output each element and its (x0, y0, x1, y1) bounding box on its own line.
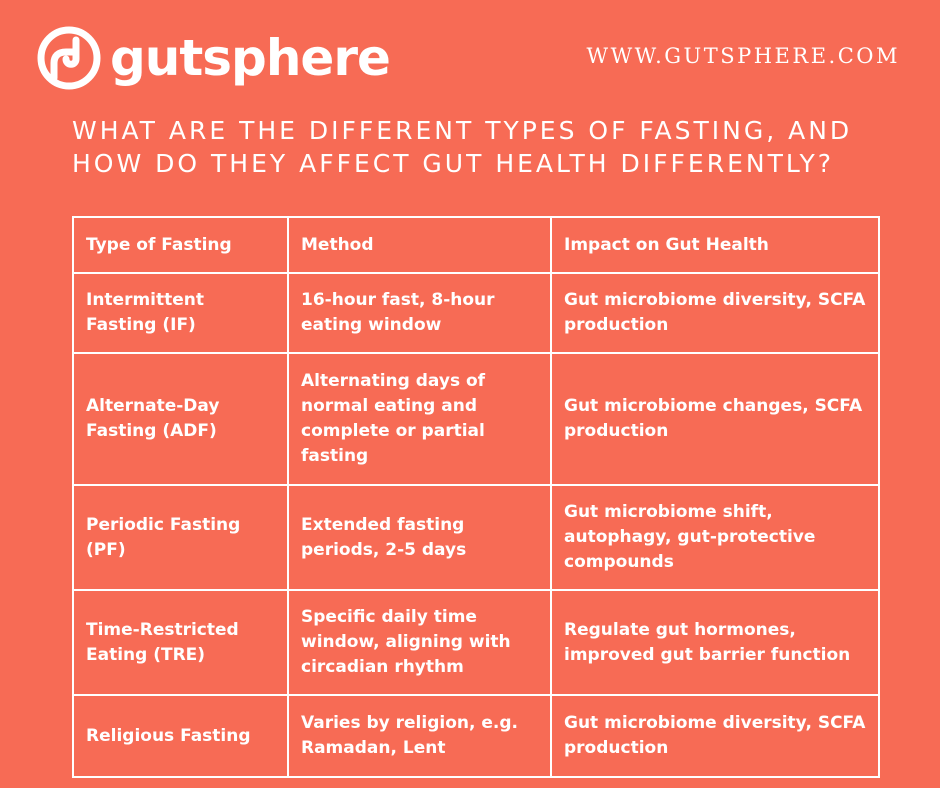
table-row: Periodic Fasting (PF) Extended fasting p… (72, 484, 880, 591)
table-cell: Religious Fasting (72, 694, 289, 778)
website-url[interactable]: WWW.GUTSPHERE.COM (586, 44, 900, 68)
table-cell: Gut microbiome changes, SCFA production (550, 352, 880, 486)
table-cell: Gut microbiome diversity, SCFA productio… (550, 694, 880, 778)
table-cell: Regulate gut hormones, improved gut barr… (550, 589, 880, 696)
column-header: Method (287, 216, 552, 274)
column-header: Impact on Gut Health (550, 216, 880, 274)
table-cell: 16-hour fast, 8-hour eating window (287, 272, 552, 354)
column-header: Type of Fasting (72, 216, 289, 274)
table-cell: Gut microbiome diversity, SCFA productio… (550, 272, 880, 354)
table-row: Time-Restricted Eating (TRE) Specific da… (72, 589, 880, 696)
fasting-table: Type of Fasting Method Impact on Gut Hea… (72, 216, 880, 778)
table-cell: Varies by religion, e.g. Ramadan, Lent (287, 694, 552, 778)
table-cell: Alternate-Day Fasting (ADF) (72, 352, 289, 486)
table-row: Religious Fasting Varies by religion, e.… (72, 694, 880, 778)
brand-name: gutsphere (110, 29, 391, 87)
table-row: Alternate-Day Fasting (ADF) Alternating … (72, 352, 880, 486)
table-cell: Extended fasting periods, 2-5 days (287, 484, 552, 591)
gutsphere-logo-icon (37, 26, 101, 90)
page-title: What are the different types of fasting,… (72, 116, 853, 178)
table-cell: Time-Restricted Eating (TRE) (72, 589, 289, 696)
logo: gutsphere (36, 26, 391, 90)
table-cell: Specific daily time window, aligning wit… (287, 589, 552, 696)
table-header-row: Type of Fasting Method Impact on Gut Hea… (72, 216, 880, 274)
table-cell: Alternating days of normal eating and co… (287, 352, 552, 486)
table-row: Intermittent Fasting (IF) 16-hour fast, … (72, 272, 880, 354)
table-cell: Intermittent Fasting (IF) (72, 272, 289, 354)
table-cell: Gut microbiome shift, autophagy, gut-pro… (550, 484, 880, 591)
table-cell: Periodic Fasting (PF) (72, 484, 289, 591)
